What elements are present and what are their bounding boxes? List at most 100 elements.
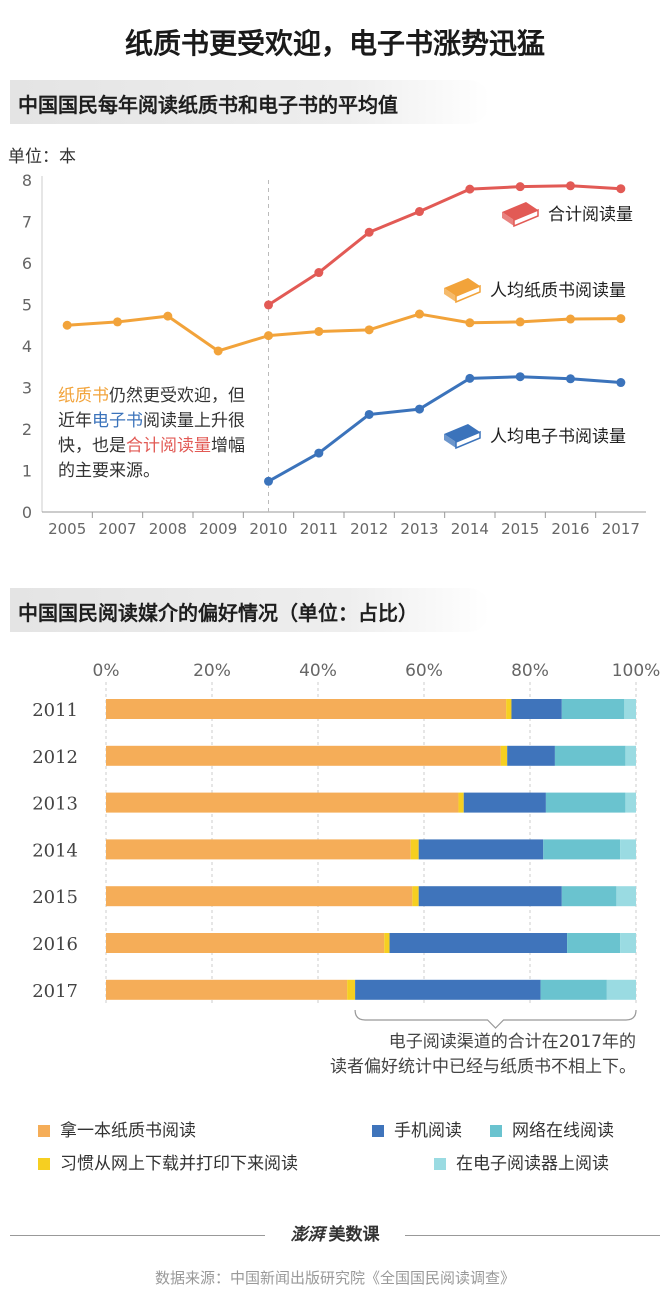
- y-tick-label: 5: [22, 296, 32, 315]
- legend-swatch-ereader: [434, 1158, 446, 1170]
- brand-logo: 澎湃 美数课: [270, 1218, 400, 1252]
- data-point: [515, 182, 525, 192]
- x-tick-label: 2016: [551, 520, 589, 538]
- x-tick-label: 100%: [612, 661, 661, 681]
- x-tick-label: 60%: [405, 661, 443, 681]
- data-point: [465, 184, 475, 194]
- category-label: 2014: [32, 840, 78, 861]
- data-point: [314, 448, 324, 458]
- y-tick-label: 2: [22, 420, 32, 439]
- legend-swatch-print: [38, 1158, 50, 1170]
- annotation-total: 合计阅读量: [126, 436, 211, 456]
- bar-segment: [561, 699, 625, 719]
- legend-item-mobile: 手机阅读: [372, 1116, 462, 1141]
- bar-segment: [410, 839, 419, 860]
- data-point: [264, 476, 273, 486]
- data-point: [566, 314, 575, 324]
- data-point: [415, 404, 424, 414]
- series-line: [267, 375, 621, 483]
- data-point: [264, 331, 273, 341]
- bar-segment: [418, 839, 544, 860]
- section-header-line-chart: 中国国民每年阅读纸质书和电子书的平均值: [10, 80, 490, 124]
- x-tick-label: 2011: [300, 520, 338, 538]
- legend-swatch-paper: [38, 1125, 50, 1137]
- bar-segment: [616, 886, 636, 907]
- series-label: 人均纸质书阅读量: [490, 281, 626, 301]
- legend-swatch-mobile: [372, 1125, 384, 1137]
- y-tick-label: 3: [22, 379, 32, 398]
- bar-segment: [463, 792, 546, 813]
- bar-segment: [106, 699, 507, 719]
- bracket-annotation: [354, 1009, 637, 1029]
- annotation-text-3: 增幅的主要来源。: [58, 436, 245, 481]
- section-title-line-chart: 中国国民每年阅读纸质书和电子书的平均值: [18, 93, 398, 117]
- data-point: [465, 318, 475, 328]
- legend-swatch-online: [490, 1125, 502, 1137]
- category-label: 2016: [32, 934, 78, 955]
- x-tick-label: 2015: [501, 520, 539, 538]
- bar-segment: [355, 979, 541, 1000]
- legend-label-print: 习惯从网上下载并打印下来阅读: [60, 1154, 298, 1174]
- data-point: [314, 268, 324, 278]
- bar-segment: [106, 839, 411, 860]
- data-point: [213, 346, 223, 356]
- legend-label-ereader: 在电子阅读器上阅读: [456, 1154, 609, 1174]
- bar-segment: [606, 979, 636, 1000]
- x-tick-label: 2010: [249, 520, 287, 538]
- x-tick-label: 0%: [93, 661, 120, 681]
- data-point: [264, 300, 273, 310]
- bar-segment: [624, 699, 636, 719]
- legend-item-online: 网络在线阅读: [490, 1116, 614, 1141]
- x-tick-label: 2009: [199, 520, 237, 538]
- bar-segment: [507, 745, 555, 766]
- bar-segment: [625, 745, 636, 766]
- data-point: [314, 326, 324, 336]
- category-label: 2015: [32, 887, 78, 908]
- category-label: 2011: [32, 700, 78, 721]
- data-point: [163, 311, 173, 321]
- x-tick-label: 2017: [602, 520, 640, 538]
- y-tick-label: 8: [22, 171, 32, 190]
- series-line: [267, 184, 621, 307]
- logo-brand-mark: 澎湃: [290, 1225, 325, 1245]
- category-label: 2012: [32, 747, 78, 768]
- bar-segment: [106, 979, 348, 1000]
- series-label: 合计阅读量: [548, 205, 633, 225]
- bar-segment: [506, 699, 512, 719]
- legend-label-paper: 拿一本纸质书阅读: [60, 1121, 196, 1141]
- book-icon: [444, 424, 481, 450]
- note-line-2: 读者偏好统计中已经与纸质书不相上下。: [330, 1057, 636, 1077]
- annotation-paper-book: 纸质书: [58, 386, 109, 406]
- legend-item-paper: 拿一本纸质书阅读: [38, 1116, 196, 1141]
- x-tick-label: 80%: [511, 661, 549, 681]
- bar-segment: [543, 839, 621, 860]
- x-tick-label: 2005: [48, 520, 86, 538]
- book-icon: [502, 202, 539, 228]
- y-tick-label: 6: [22, 254, 32, 273]
- footer-divider-left: [10, 1235, 265, 1236]
- bar-segment: [500, 745, 508, 766]
- bar-segment: [567, 933, 621, 953]
- data-source: 数据来源：中国新闻出版研究院《全国国民阅读调查》: [154, 1269, 515, 1287]
- bar-segment: [412, 886, 419, 907]
- bar-segment: [384, 933, 390, 953]
- bar-segment: [106, 933, 385, 953]
- footer-divider-right: [405, 1235, 660, 1236]
- x-tick-label: 40%: [299, 661, 337, 681]
- chart-annotation: 纸质书仍然更受欢迎，但近年电子书阅读量上升很快，也是合计阅读量增幅的主要来源。: [58, 384, 258, 484]
- section-header-bar-chart: 中国国民阅读媒介的偏好情况（单位：占比）: [10, 588, 490, 632]
- logo-text: 美数课: [328, 1225, 380, 1245]
- category-label: 2013: [32, 794, 78, 815]
- bar-segment: [389, 933, 568, 953]
- data-point: [515, 317, 525, 327]
- x-tick-label: 20%: [193, 661, 231, 681]
- y-tick-label: 1: [22, 462, 32, 481]
- bar-segment: [554, 745, 626, 766]
- bar-segment: [458, 792, 464, 813]
- x-tick-label: 2007: [98, 520, 136, 538]
- data-point: [113, 317, 122, 327]
- legend-item-print: 习惯从网上下载并打印下来阅读: [38, 1149, 298, 1174]
- data-point: [465, 373, 475, 383]
- legend-item-ereader: 在电子阅读器上阅读: [434, 1149, 609, 1174]
